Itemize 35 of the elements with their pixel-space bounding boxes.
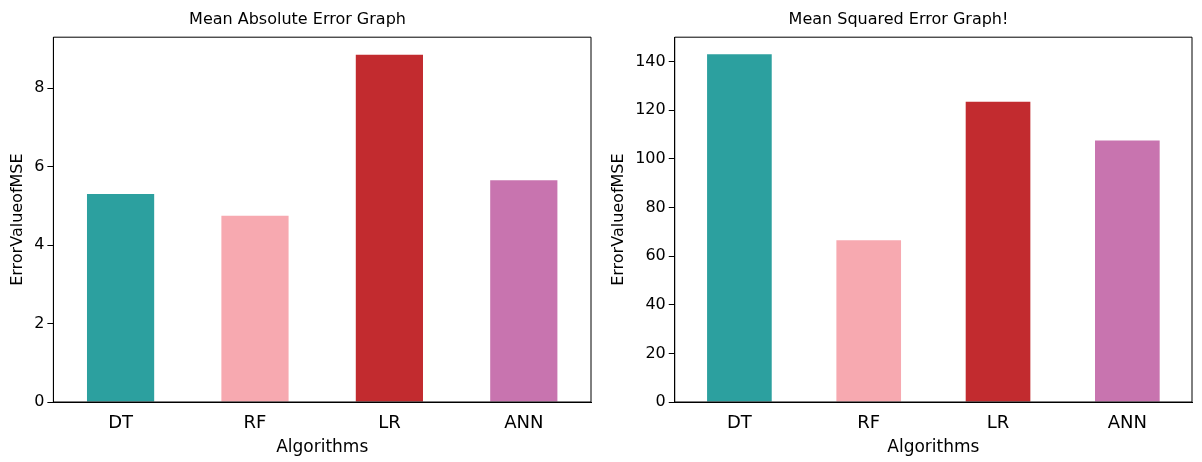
y-tick-label: 20 [645, 342, 666, 362]
x-tick-label: DT [108, 411, 135, 433]
bar [1095, 140, 1160, 402]
y-tick-label: 60 [645, 245, 666, 265]
y-tick-label: 0 [655, 391, 666, 411]
y-tick-label: 80 [645, 196, 666, 216]
y-axis-title: ErrorValueofMSE [6, 153, 26, 286]
y-axis-title: ErrorValueofMSE [607, 153, 627, 286]
x-tick-label: ANN [504, 411, 544, 433]
x-axis-title: Algorithms [276, 436, 369, 457]
bar [707, 54, 772, 402]
bar [836, 240, 902, 402]
x-tick-label: RF [857, 411, 881, 433]
x-tick-label: ANN [1107, 411, 1147, 433]
x-tick-label: LR [986, 411, 1010, 433]
y-tick-label: 8 [34, 77, 45, 97]
y-tick-label: 140 [635, 50, 666, 70]
bar [965, 101, 1031, 402]
x-axis-title: Algorithms [887, 436, 980, 457]
x-tick-label: LR [378, 411, 401, 433]
bar [221, 215, 289, 402]
x-tick-label: DT [726, 411, 753, 433]
y-tick-label: 2 [34, 312, 45, 332]
x-tick-label: RF [243, 411, 267, 433]
y-tick-label: 40 [645, 293, 666, 313]
bar [355, 54, 423, 402]
chart-title: Mean Squared Error Graph! [788, 8, 1009, 28]
y-tick-label: 6 [34, 155, 45, 175]
bar [490, 180, 558, 402]
chart-title: Mean Absolute Error Graph [189, 8, 406, 28]
y-tick-label: 120 [635, 99, 666, 119]
y-tick-label: 4 [34, 234, 45, 254]
y-tick-label: 0 [34, 391, 45, 411]
bar [86, 194, 155, 402]
y-tick-label: 100 [635, 147, 666, 167]
